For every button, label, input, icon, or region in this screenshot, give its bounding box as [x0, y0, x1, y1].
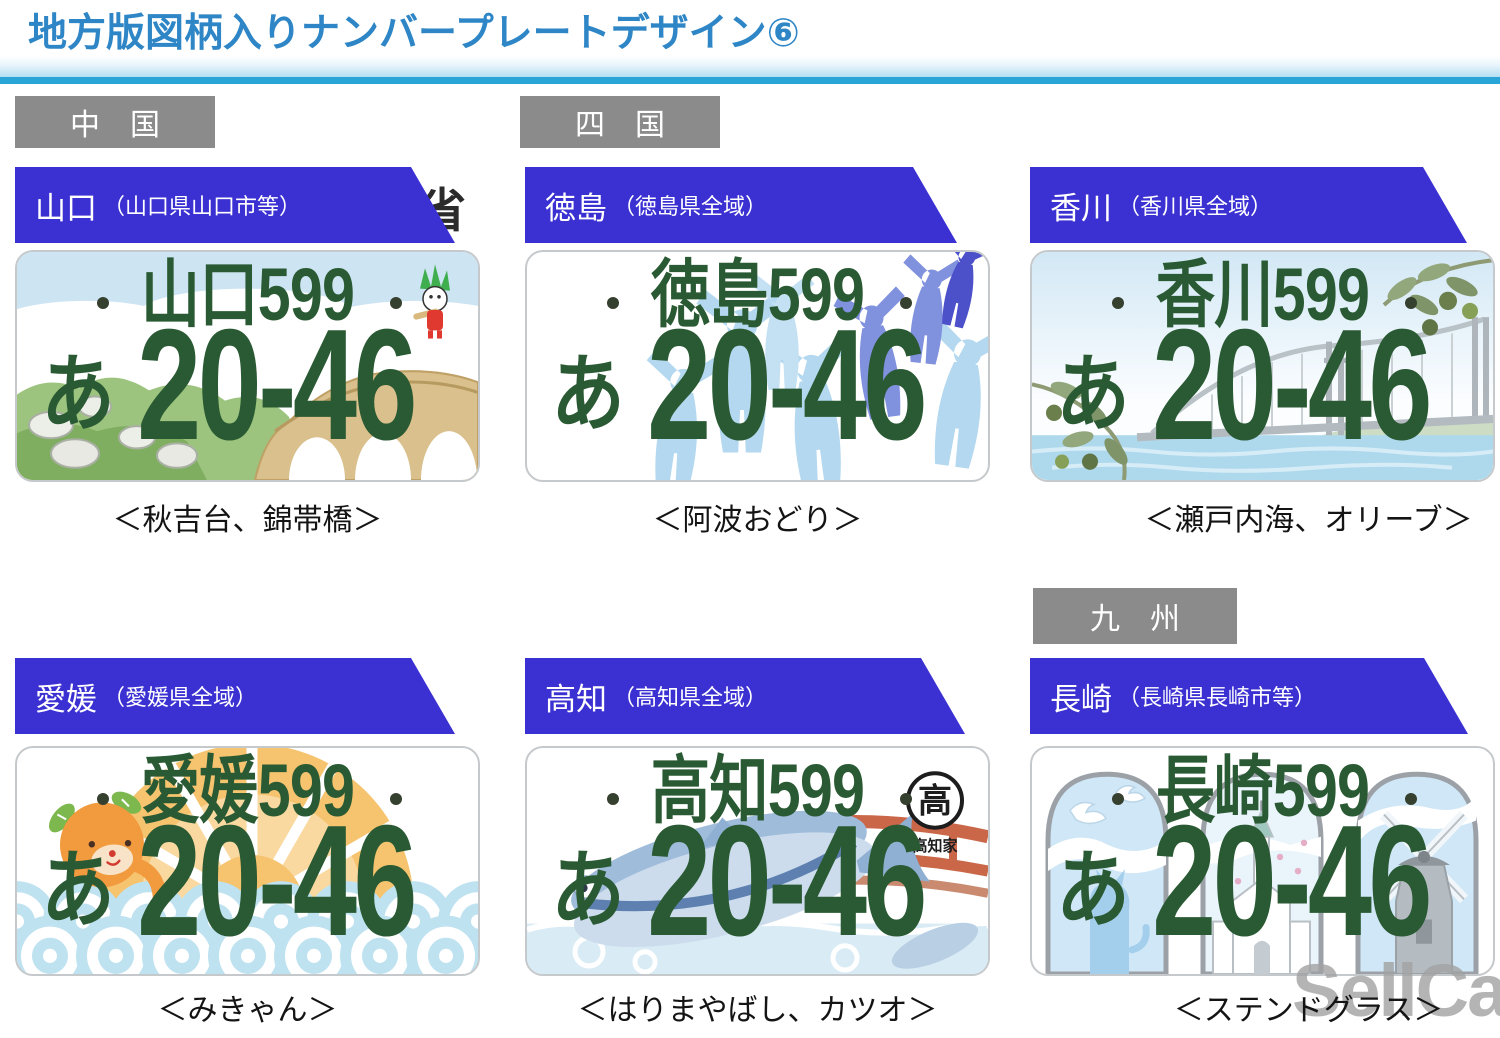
plate-number: 20-46 — [137, 297, 417, 473]
prefecture-name: 長崎 — [1050, 681, 1112, 717]
prefecture-area: （高知県全域） — [613, 685, 768, 710]
plate-number: 20-46 — [137, 793, 417, 969]
plate-kana: あ — [1056, 843, 1130, 937]
plate-kana: あ — [551, 347, 625, 441]
olive-branch-icon — [1382, 258, 1493, 336]
bolt-hole-left-icon — [607, 793, 619, 805]
prefecture-name: 愛媛 — [35, 681, 97, 717]
plate-number: 20-46 — [1152, 297, 1432, 473]
bolt-hole-right-icon — [900, 793, 912, 805]
plate-serial: 香川599 — [1155, 253, 1370, 336]
plate-serial: 徳島599 — [650, 253, 865, 336]
license-plate-kagawa: 香川599 あ 20-46 — [1030, 250, 1495, 482]
license-plate-yamaguchi: 山口599 あ 20-46 — [15, 250, 480, 482]
prefecture-area: （徳島県全域） — [613, 194, 768, 219]
prefecture-banner-nagasaki: 長崎 （長崎県長崎市等） — [1030, 658, 1468, 734]
bolt-hole-left-icon — [1112, 793, 1124, 805]
yamaguchi-mascot-icon — [413, 264, 450, 339]
prefecture-area: （愛媛県全域） — [103, 685, 258, 710]
stained-glass-windmill-window — [1355, 771, 1479, 974]
prefecture-banner-kagawa: 香川 （香川県全域） — [1030, 167, 1467, 243]
prefecture-name: 徳島 — [545, 190, 607, 226]
plate-caption: ＜阿波おどり＞ — [652, 504, 863, 537]
mikan-sun-waves-art — [17, 748, 478, 974]
plate-caption: ＜はりまやばし、カツオ＞ — [577, 994, 938, 1027]
stained-glass-church-window — [1200, 771, 1324, 974]
akiyoshidai-kintaikyo-art — [17, 252, 478, 480]
license-plate-tokushima: 徳島599 あ 20-46 — [525, 250, 990, 482]
plate-serial: 山口599 — [140, 253, 355, 336]
prefecture-name: 山口 — [35, 190, 97, 226]
katsuo-fish-icon — [571, 810, 930, 948]
region-badge-shikoku: 四 国 — [520, 96, 720, 148]
bolt-hole-right-icon — [1405, 793, 1417, 805]
plate-serial: 長崎599 — [1155, 749, 1370, 832]
bolt-hole-left-icon — [97, 297, 109, 309]
prefecture-area: （香川県全域） — [1118, 194, 1273, 219]
plate-number: 20-46 — [1152, 793, 1432, 969]
setouchi-olive-bridge-art — [1032, 252, 1493, 480]
bolt-hole-right-icon — [900, 297, 912, 309]
bolt-hole-left-icon — [97, 793, 109, 805]
kochike-logo: 高 高知家 — [906, 771, 964, 855]
prefecture-banner-tokushima: 徳島 （徳島県全域） — [525, 167, 957, 243]
prefecture-name: 香川 — [1050, 190, 1112, 226]
plate-caption: ＜ステンドグラス＞ — [1173, 994, 1444, 1027]
svg-text:高知家: 高知家 — [913, 837, 959, 855]
stained-glass-cat-window — [1045, 771, 1169, 974]
plate-kana: あ — [551, 843, 625, 937]
bolt-hole-right-icon — [390, 793, 402, 805]
bolt-hole-left-icon — [607, 297, 619, 309]
olive-branch-icon — [1032, 381, 1128, 480]
bolt-hole-left-icon — [1112, 297, 1124, 309]
prefecture-banner-yamaguchi: 山口 （山口県山口市等） — [15, 167, 455, 243]
plate-serial: 高知599 — [650, 749, 865, 832]
license-plate-ehime: 愛媛599 あ 20-46 — [15, 746, 480, 976]
prefecture-area: （山口県山口市等） — [103, 194, 302, 219]
page-title: 地方版図柄入りナンバープレートデザイン⑥ — [28, 12, 800, 55]
region-badge-chugoku: 中 国 — [15, 96, 215, 148]
seigaiha-wave-pattern — [17, 881, 478, 974]
sellca-watermark: SellCa — [1292, 949, 1500, 1032]
plate-caption: ＜瀬戸内海、オリーブ＞ — [1144, 504, 1473, 537]
title-underline-rule — [0, 77, 1500, 84]
stained-glass-windows-art — [1045, 771, 1479, 974]
plate-serial: 愛媛599 — [140, 749, 355, 832]
svg-text:高: 高 — [918, 782, 952, 820]
plate-number: 20-46 — [647, 793, 927, 969]
prefecture-area: （長崎県長崎市等） — [1118, 685, 1317, 710]
plate-kana: あ — [41, 347, 115, 441]
bolt-hole-right-icon — [1405, 297, 1417, 309]
plate-caption: ＜みきゃん＞ — [157, 994, 338, 1027]
plate-caption: ＜秋吉台、錦帯橋＞ — [112, 504, 383, 537]
license-plate-nagasaki: 長崎599 あ 20-46 — [1030, 746, 1495, 976]
harimaya-katsuo-art: 高 高知家 — [527, 771, 988, 974]
mikyan-mascot-icon — [48, 791, 167, 905]
prefecture-banner-kochi: 高知 （高知県全域） — [525, 658, 965, 734]
region-badge-kyushu: 九 州 — [1033, 588, 1237, 644]
license-plate-kochi: 高 高知家 高知599 あ 20-46 — [525, 746, 990, 976]
bolt-hole-right-icon — [390, 297, 402, 309]
prefecture-name: 高知 — [545, 681, 607, 717]
plate-number: 20-46 — [647, 297, 927, 473]
title-underline-band — [0, 56, 1500, 77]
prefecture-banner-ehime: 愛媛 （愛媛県全域） — [15, 658, 455, 734]
plate-kana: あ — [1056, 347, 1130, 441]
plate-kana: あ — [41, 843, 115, 937]
